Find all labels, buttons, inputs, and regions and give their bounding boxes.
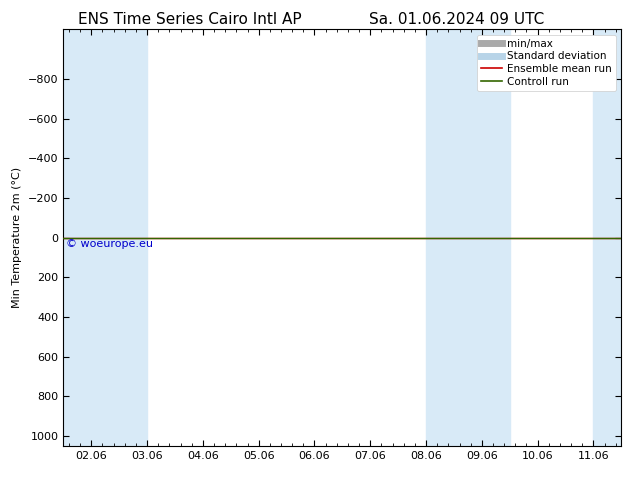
Y-axis label: Min Temperature 2m (°C): Min Temperature 2m (°C) (13, 167, 22, 308)
Text: Sa. 01.06.2024 09 UTC: Sa. 01.06.2024 09 UTC (369, 12, 544, 27)
Bar (593, 29, 621, 446)
Bar (426, 29, 510, 446)
Legend: min/max, Standard deviation, Ensemble mean run, Controll run: min/max, Standard deviation, Ensemble me… (477, 35, 616, 91)
Text: © woeurope.eu: © woeurope.eu (66, 239, 153, 249)
Bar (63, 29, 147, 446)
Text: ENS Time Series Cairo Intl AP: ENS Time Series Cairo Intl AP (79, 12, 302, 27)
